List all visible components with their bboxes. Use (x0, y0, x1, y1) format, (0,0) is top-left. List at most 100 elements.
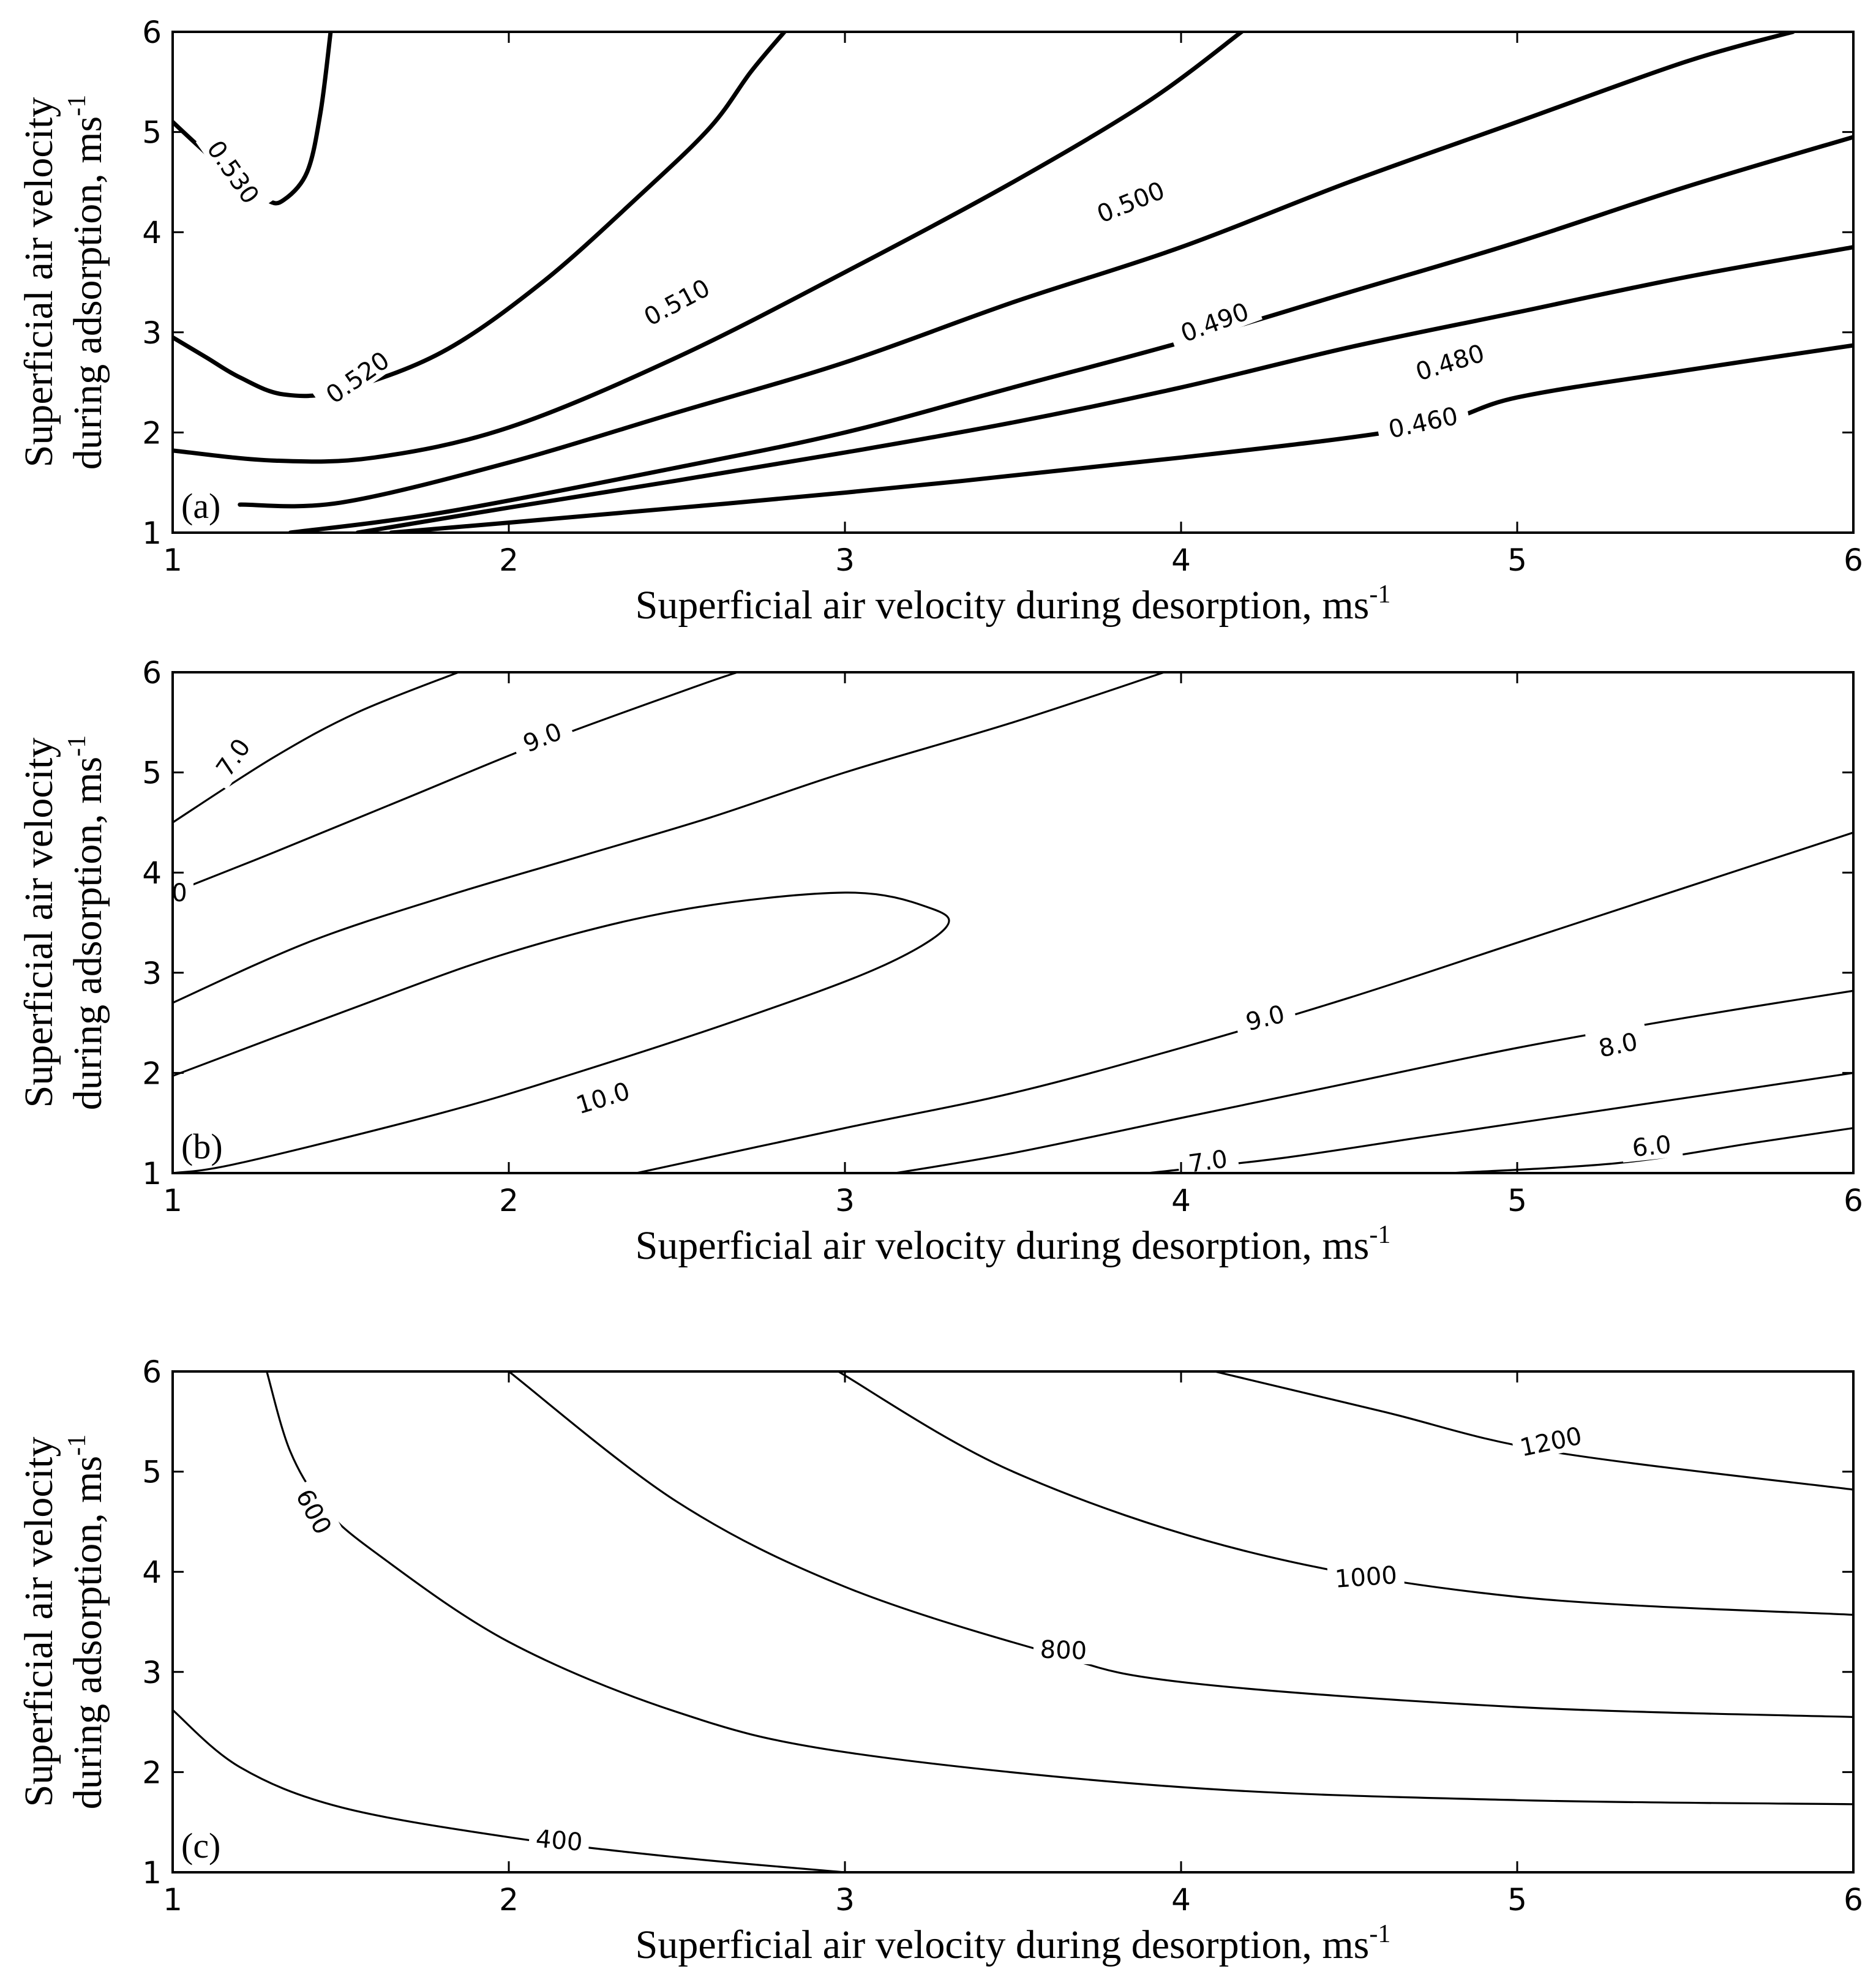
x-tick-label: 2 (499, 1183, 519, 1218)
contour-line-10.0 (173, 891, 950, 1173)
y-tick-label: 5 (142, 1455, 162, 1490)
contour-lines (173, 32, 1853, 533)
y-axis-label-sup: -1 (63, 1435, 91, 1456)
contour-label-group: 1000 (1327, 1557, 1405, 1594)
y-axis-label-line2: during adsorption, ms-1 (63, 95, 110, 470)
contour-label: 400 (535, 1825, 583, 1856)
panel-tag: (b) (181, 1127, 223, 1166)
y-tick-label: 1 (142, 516, 162, 551)
contour-line-0.480 (355, 245, 1853, 533)
contour-label-group: 9.0 (1231, 994, 1298, 1038)
y-axis-label-sup: -1 (63, 735, 91, 757)
contour-line-1200 (1214, 1371, 1853, 1491)
contour-line-7.0 (1146, 1071, 1853, 1173)
x-tick-label: 3 (835, 542, 855, 578)
axes-frame (171, 1370, 1855, 1874)
axes-frame (171, 671, 1855, 1174)
contour-line-400 (173, 1709, 846, 1872)
contour-label-group: 0.460 (1375, 396, 1471, 446)
x-tick-label: 1 (163, 1882, 182, 1918)
contour-label-group: 0.500 (1081, 169, 1179, 232)
contour-lines (173, 672, 1853, 1173)
contour-line-1000 (837, 1371, 1853, 1616)
contour-label: 0 (171, 879, 187, 907)
y-tick-label: 2 (142, 1755, 162, 1790)
x-tick-label: 6 (1844, 542, 1863, 578)
contour-label-group: 0.510 (628, 265, 724, 336)
contour-label: 0.460 (1386, 402, 1461, 444)
y-tick-label: 1 (142, 1855, 162, 1891)
y-tick-label: 5 (142, 115, 162, 151)
x-tick-label: 6 (1844, 1882, 1863, 1918)
contour-label-group: 0.530 (195, 124, 274, 218)
x-tick-label: 4 (1171, 1882, 1191, 1918)
x-tick-label: 5 (1507, 1183, 1527, 1218)
panel-b: 7.009.010.09.08.07.0 6.01 2 3 4 5 6123456(b)Su… (17, 655, 1863, 1268)
contour-label-group: 400 (528, 1820, 591, 1857)
y-tick-label: 6 (142, 1354, 162, 1390)
contour-line-0.520 (173, 32, 787, 399)
contour-line-6.0 (173, 672, 460, 823)
contour-line-8.0 (894, 989, 1853, 1173)
x-tick-label: 4 (1171, 1183, 1191, 1218)
y-tick-label: 4 (142, 215, 162, 250)
x-axis-label-sup: -1 (1369, 1920, 1390, 1948)
y-axis-label-line2: during adsorption, ms-1 (63, 1435, 110, 1809)
contour-label-group: 600 (288, 1477, 343, 1545)
x-tick-label: 4 (1171, 542, 1191, 578)
x-tick-label: 5 (1507, 542, 1527, 578)
y-axis-label-line1: Superficial air velocity (17, 97, 61, 468)
contour-line-9.0 (636, 831, 1853, 1173)
y-axis-label-line1: Superficial air velocity (17, 738, 61, 1108)
contour-label-group: 0.480 (1401, 332, 1498, 389)
y-tick-label: 1 (142, 1156, 162, 1191)
contour-line-8.0 (173, 672, 738, 894)
y-axis-label-line2: during adsorption, ms-1 (63, 735, 110, 1110)
contour-line-800 (508, 1371, 1853, 1718)
contour-label-group: 0 (165, 875, 193, 907)
y-tick-label: 4 (142, 1555, 162, 1590)
y-tick-label: 2 (142, 415, 162, 451)
y-axis-label-sup: -1 (63, 95, 91, 116)
x-axis-label-sup: -1 (1369, 580, 1390, 609)
x-axis-label: Superficial air velocity during desorpti… (636, 1920, 1391, 1967)
y-tick-label: 3 (142, 315, 162, 351)
x-tick-label: 1 (163, 1183, 182, 1218)
contour-label: 0.510 (640, 274, 715, 331)
y-tick-label: 6 (142, 655, 162, 691)
y-tick-label: 3 (142, 1655, 162, 1690)
contour-line-0.500 (238, 32, 1795, 509)
contour-line-0.490 (288, 135, 1853, 533)
contour-line-600 (266, 1371, 1853, 1806)
x-tick-label: 2 (499, 542, 519, 578)
contour-label-group: 7.0 (201, 722, 261, 790)
contour-label: 800 (1040, 1635, 1087, 1665)
contour-label: 1200 (1518, 1422, 1585, 1462)
y-tick-label: 4 (142, 855, 162, 891)
contour-label: 6.0 (1631, 1131, 1673, 1163)
panel-tag: (c) (181, 1826, 220, 1866)
contour-label-group: 9.0 (508, 710, 576, 762)
contour-line-9.0 (173, 672, 1166, 1004)
x-tick-label: 6 (1844, 1183, 1863, 1218)
x-axis-label-sup: -1 (1369, 1221, 1390, 1249)
x-tick-label: 1 (163, 542, 182, 578)
y-tick-label: 5 (142, 756, 162, 791)
contour-label: 10.0 (573, 1077, 634, 1120)
panel-tag: (a) (181, 486, 220, 526)
x-tick-label: 5 (1507, 1882, 1527, 1918)
x-tick-label: 3 (835, 1882, 855, 1918)
x-axis-label: Superficial air velocity during desorpti… (636, 580, 1391, 628)
y-tick-label: 6 (142, 15, 162, 50)
panel-c: 400 600 800 1000 1200 1 2 3 4 5 6 1 2 3 4 5 6 (c) Superfic… (17, 1354, 1863, 1967)
x-tick-label: 2 (499, 1882, 519, 1918)
contour-line-0.460 (389, 343, 1853, 533)
contour-label-group: 8.0 (1585, 1022, 1651, 1065)
axes-frame (171, 31, 1855, 534)
contour-label-group: 6.0 (1619, 1125, 1683, 1163)
contour-label-group: 10.0 (561, 1070, 643, 1122)
contour-line-0.510 (173, 32, 1244, 464)
contour-lines (173, 1371, 1853, 1872)
